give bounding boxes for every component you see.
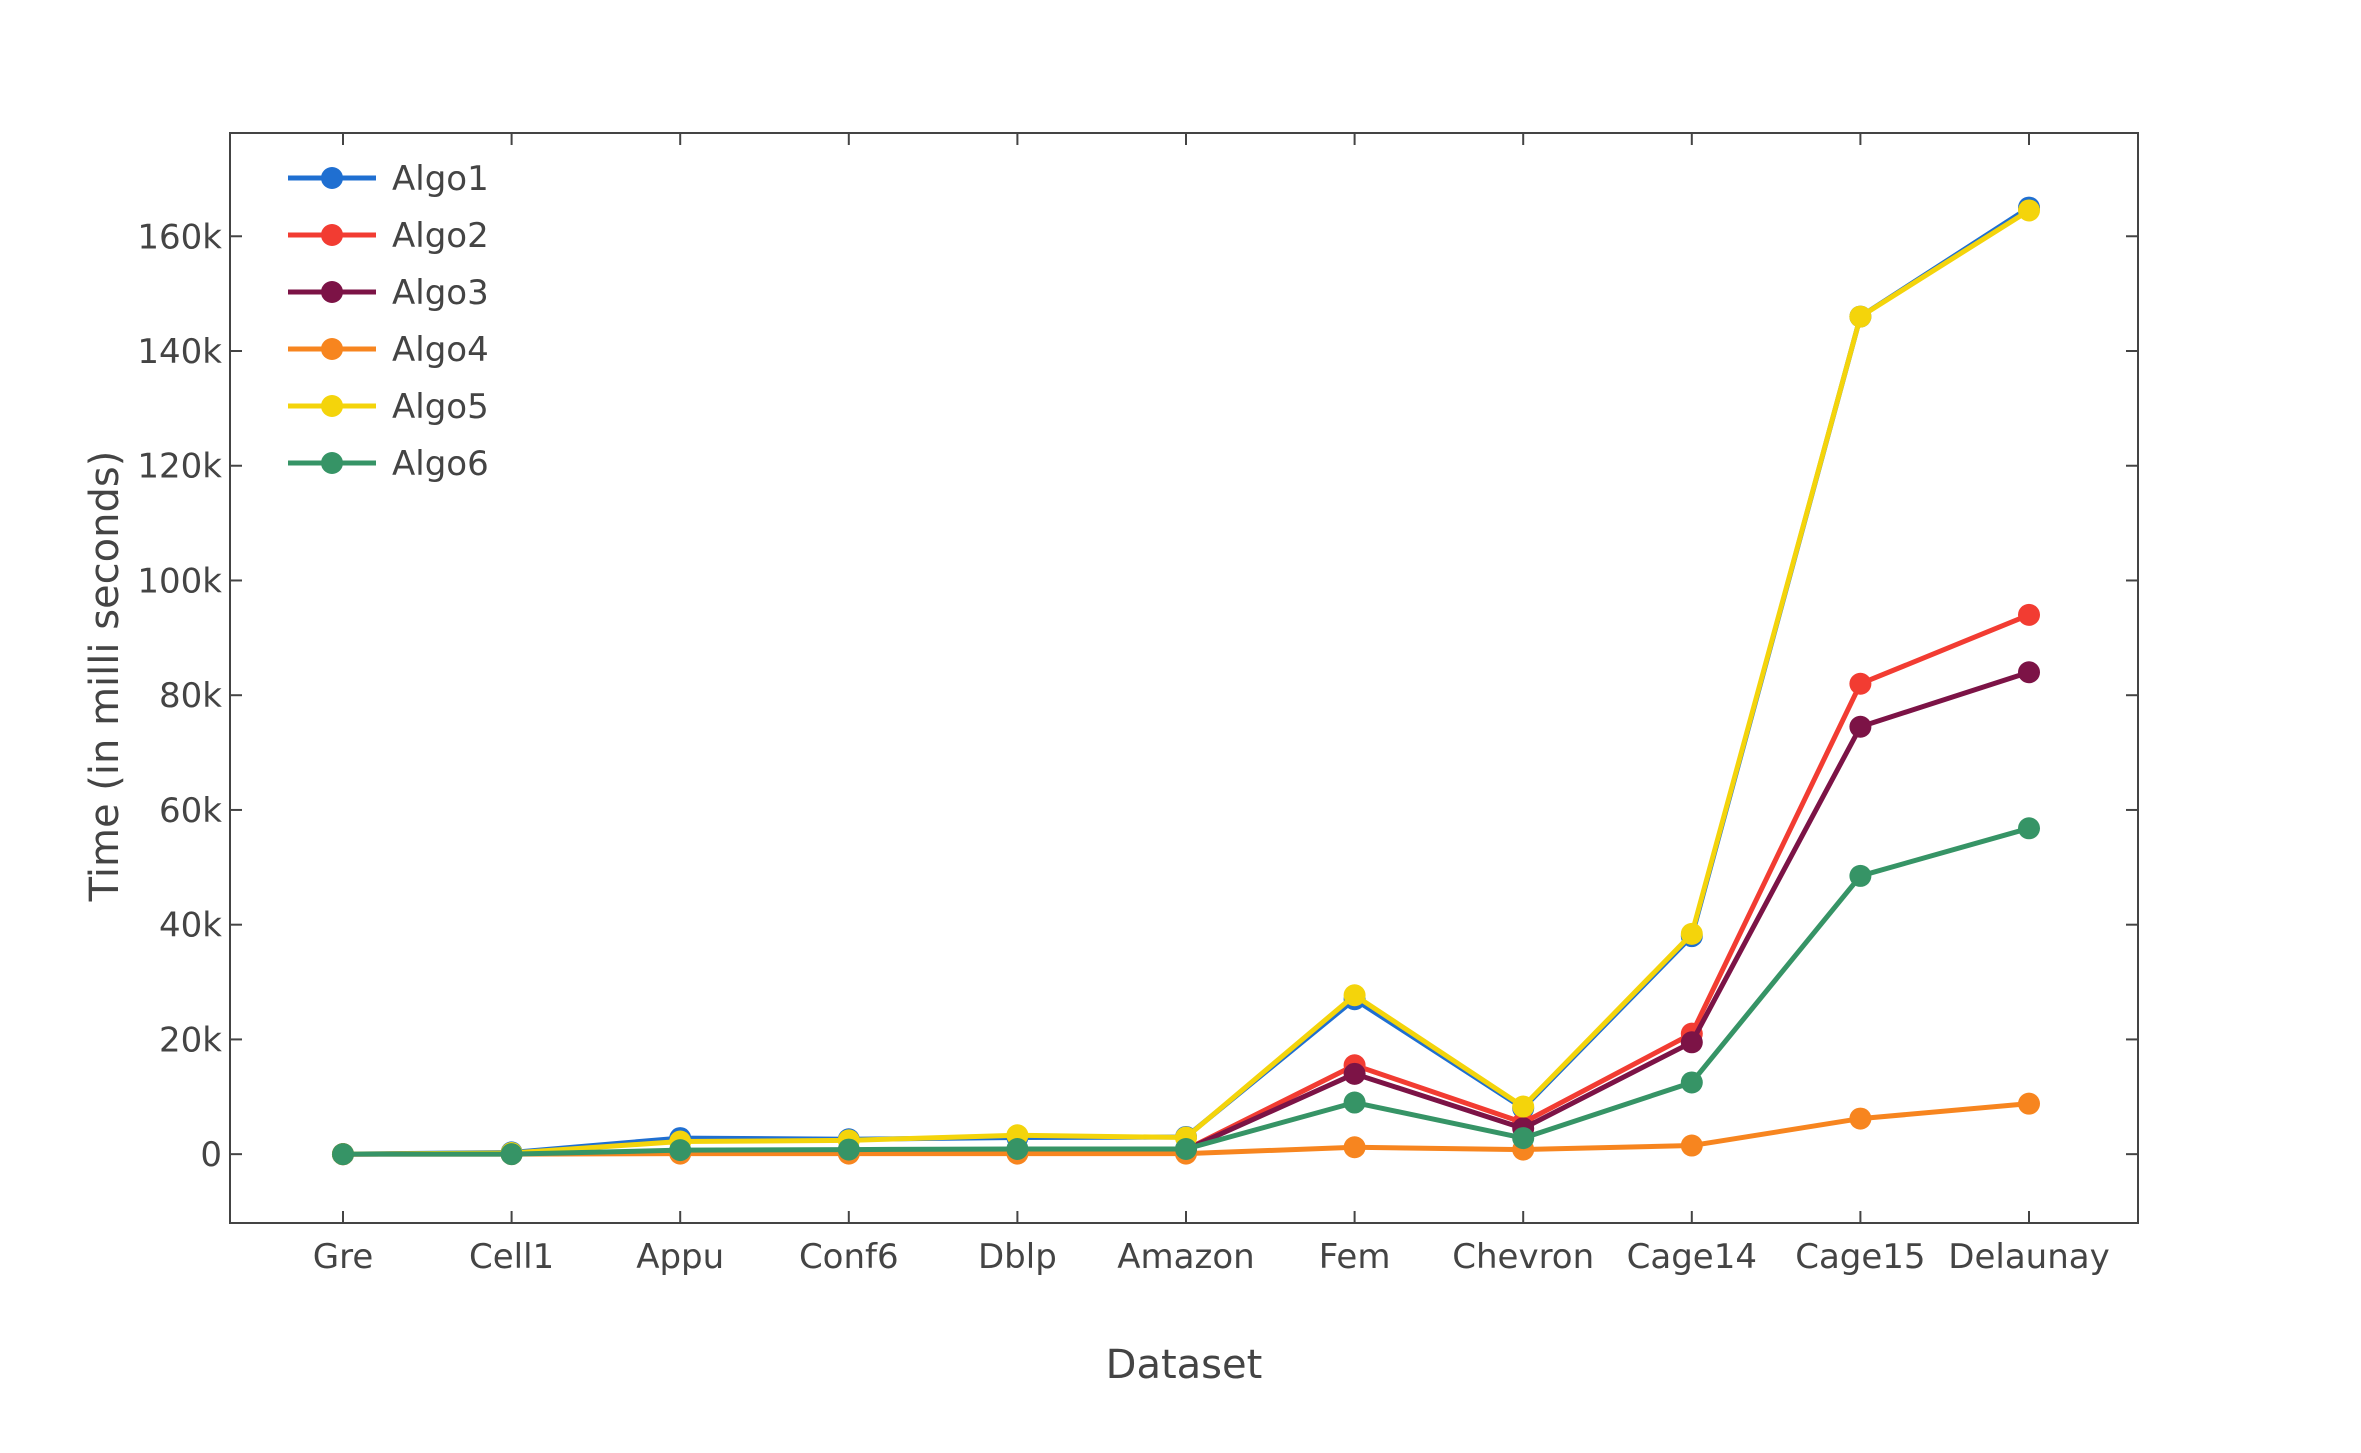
series-line (343, 825, 2030, 1157)
legend-label: Algo1 (392, 159, 489, 199)
y-tick-label: 140k (137, 332, 222, 372)
data-point (1343, 1091, 1366, 1114)
legend-item: Algo3 (288, 273, 489, 313)
y-tick-label: 40k (159, 906, 222, 946)
data-point (1343, 1062, 1366, 1085)
data-point (500, 1143, 523, 1166)
x-tick-label: Appu (636, 1237, 724, 1277)
plot-border (229, 132, 2139, 1224)
series-line (342, 205, 2031, 1157)
legend-swatch-marker (321, 338, 343, 360)
x-tick-label: Fem (1319, 1237, 1391, 1277)
legend-item: Algo6 (288, 444, 489, 484)
legend-swatch-marker (321, 167, 343, 189)
legend-label: Algo2 (392, 216, 489, 256)
y-tick-label: 60k (159, 791, 222, 831)
data-point (1512, 1127, 1535, 1150)
y-tick-label: 20k (159, 1020, 222, 1060)
x-tick-label: Conf6 (799, 1237, 899, 1277)
legend-label: Algo5 (392, 387, 489, 427)
data-point (1849, 715, 1872, 738)
y-tick-label: 160k (137, 217, 222, 257)
data-point (1680, 922, 1703, 945)
data-point (2018, 199, 2040, 222)
x-tick-label: Chevron (1452, 1237, 1594, 1277)
data-point (1849, 1107, 1872, 1130)
data-point (2018, 661, 2040, 684)
y-tick-label: 0 (200, 1135, 222, 1175)
legend-swatch-marker (321, 395, 343, 417)
series-line (342, 208, 2031, 1157)
x-axis-title: Dataset (1106, 1342, 1263, 1388)
x-tick-label: Gre (313, 1237, 374, 1277)
x-tick-label: Cell1 (469, 1237, 554, 1277)
data-point (1343, 1136, 1366, 1159)
x-tick-label: Cage15 (1795, 1237, 1925, 1277)
series-algo2 (332, 603, 2040, 1166)
legend-item: Algo1 (288, 159, 489, 199)
data-point (837, 1138, 860, 1161)
y-tick-label: 100k (137, 561, 222, 601)
y-axis: 0 20k 40k 60k 80k 100k 120k 140k 160k (137, 217, 2138, 1175)
legend-swatch-marker (321, 224, 343, 246)
data-point (1343, 984, 1366, 1007)
y-tick-label: 80k (159, 676, 222, 716)
x-tick-label: Cage14 (1627, 1237, 1757, 1277)
data-point (2018, 603, 2040, 626)
legend: Algo1 Algo2 Algo3 Algo4 Algo5 Algo6 (288, 159, 489, 484)
series-layer (332, 196, 2040, 1166)
data-point (1512, 1095, 1535, 1118)
data-point (669, 1139, 692, 1162)
data-point (1006, 1137, 1029, 1160)
series-line (342, 669, 2030, 1157)
data-point (1849, 864, 1872, 887)
data-point (332, 1143, 354, 1166)
data-point (1849, 672, 1872, 695)
data-point (1680, 1071, 1703, 1094)
legend-item: Algo5 (288, 387, 489, 427)
series-algo1 (332, 196, 2040, 1166)
legend-item: Algo4 (288, 330, 489, 370)
series-algo6 (332, 817, 2040, 1166)
data-point (2018, 817, 2040, 840)
data-point (1175, 1137, 1197, 1160)
data-point (1680, 1031, 1703, 1054)
legend-swatch-marker (321, 452, 343, 474)
y-axis-title: Time (in milli seconds) (82, 451, 128, 903)
data-point (1849, 305, 1872, 328)
x-tick-label: Amazon (1117, 1237, 1254, 1277)
legend-swatch-marker (321, 281, 343, 303)
data-point (1680, 1134, 1703, 1157)
series-algo5 (332, 199, 2040, 1166)
data-point (2018, 1092, 2040, 1115)
x-tick-label: Dblp (978, 1237, 1057, 1277)
y-tick-label: 120k (137, 447, 222, 487)
legend-item: Algo2 (288, 216, 489, 256)
legend-label: Algo6 (392, 444, 489, 484)
series-algo3 (332, 661, 2040, 1166)
x-axis: Gre Cell1 Appu Conf6 Dblp Amazon Fem Chevron Cag… (313, 133, 2110, 1277)
plot-frame (229, 132, 2139, 1224)
legend-label: Algo4 (392, 330, 489, 370)
x-tick-label: Delaunay (1948, 1237, 2109, 1277)
legend-label: Algo3 (392, 273, 489, 313)
